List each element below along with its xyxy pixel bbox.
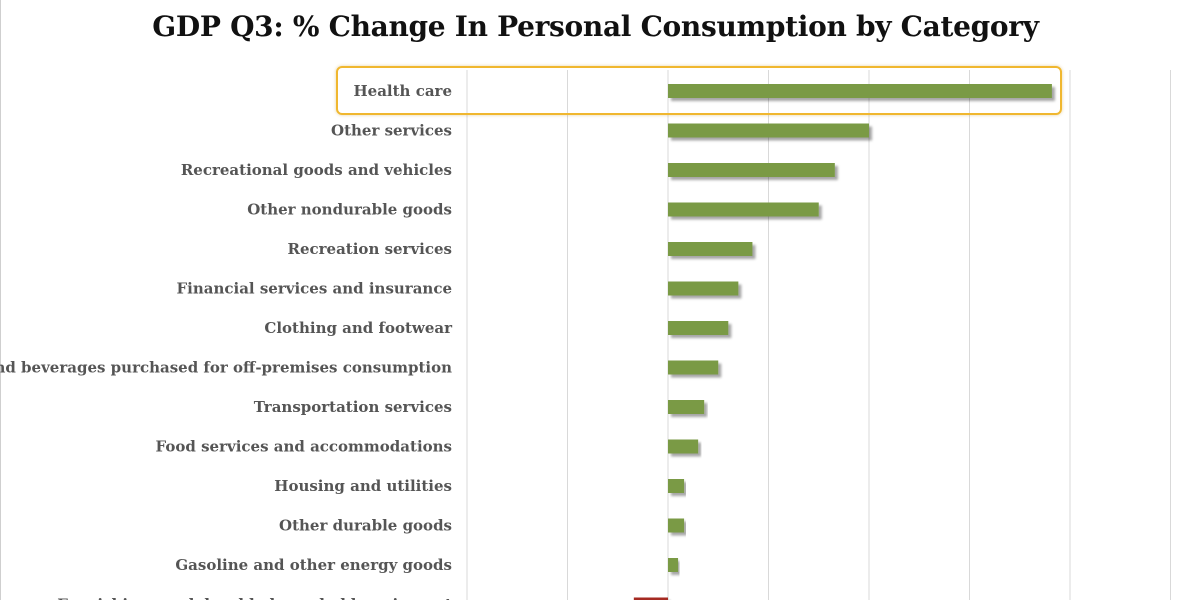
bar-other-nondurable-goods bbox=[668, 202, 819, 217]
category-label: Furnishings and durable household equipm… bbox=[57, 596, 452, 600]
bar-other-durable-goods bbox=[668, 518, 685, 533]
category-label: Recreational goods and vehicles bbox=[181, 161, 452, 179]
health-care-highlight-box bbox=[336, 66, 1062, 115]
category-label: Health care bbox=[354, 82, 453, 100]
category-label: Financial services and insurance bbox=[177, 280, 453, 298]
category-label: Food and beverages purchased for off-pre… bbox=[0, 359, 452, 377]
bar-recreational-goods-and-vehicles bbox=[668, 163, 835, 177]
bar-food-and-beverages-purchased-for-off-premises-consumption bbox=[668, 360, 719, 375]
category-label: Other durable goods bbox=[279, 517, 452, 535]
chart-title: GDP Q3: % Change In Personal Consumption… bbox=[152, 10, 1039, 43]
category-label: Recreation services bbox=[288, 240, 453, 258]
category-label: Gasoline and other energy goods bbox=[175, 556, 452, 574]
bar-furnishings-and-durable-household-equipment bbox=[633, 597, 668, 600]
category-label: Other services bbox=[331, 122, 452, 140]
category-label: Clothing and footwear bbox=[264, 319, 453, 337]
bar-clothing-and-footwear bbox=[668, 321, 729, 335]
bar-recreation-services bbox=[668, 242, 753, 256]
chart-left-edge bbox=[0, 0, 1, 600]
bar-financial-services-and-insurance bbox=[668, 281, 739, 296]
bar-transportation-services bbox=[668, 400, 705, 414]
bar-health-care bbox=[668, 84, 1052, 98]
bar-food-services-and-accommodations bbox=[668, 439, 699, 454]
category-label: Housing and utilities bbox=[274, 477, 452, 495]
category-label: Food services and accommodations bbox=[156, 438, 452, 456]
bar-housing-and-utilities bbox=[668, 479, 685, 493]
category-label: Transportation services bbox=[254, 398, 452, 416]
category-label: Other nondurable goods bbox=[247, 201, 452, 219]
bar-other-services bbox=[668, 123, 869, 138]
bar-gasoline-and-other-energy-goods bbox=[668, 558, 679, 572]
